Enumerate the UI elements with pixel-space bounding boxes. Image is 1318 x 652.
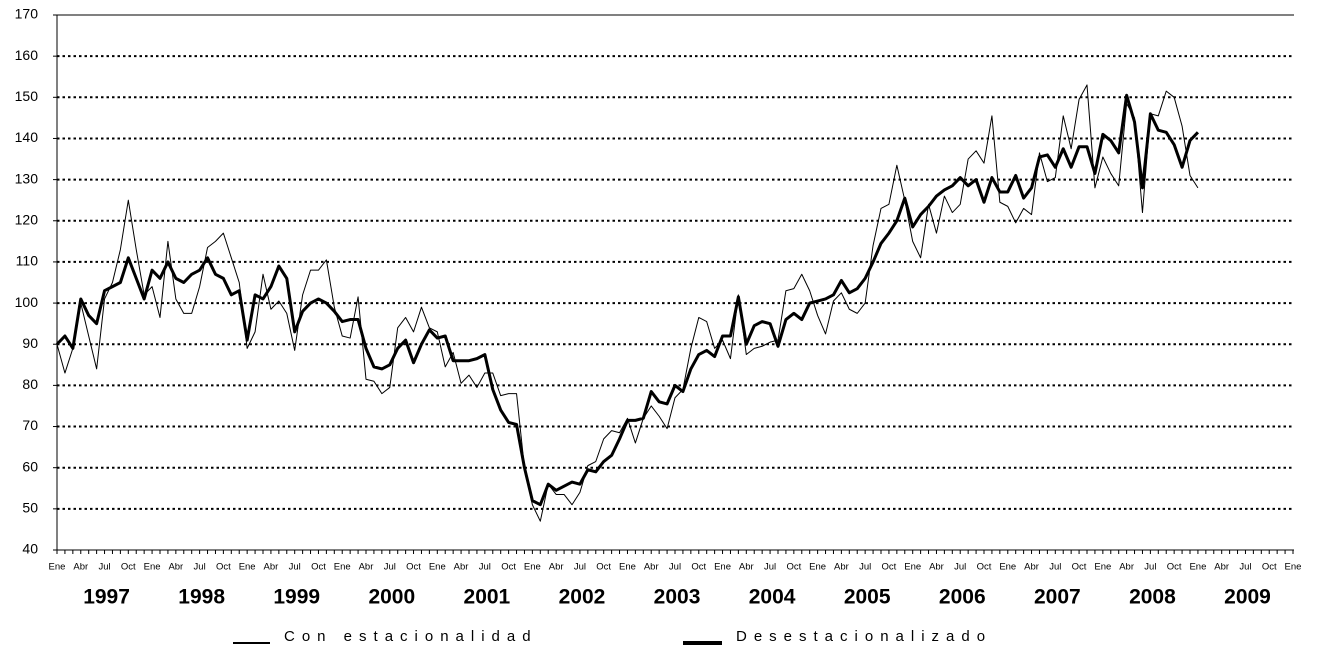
y-tick-label: 170 xyxy=(15,6,39,22)
x-tick-label: Abr xyxy=(73,562,88,573)
year-label: 2009 xyxy=(1224,586,1271,609)
legend: Con estacionalidad Desestacionalizado xyxy=(233,628,992,645)
x-tick-label: Jul xyxy=(1049,562,1061,573)
y-tick-label: 120 xyxy=(15,211,39,227)
x-tick-label: Abr xyxy=(739,562,754,573)
x-tick-label: Jul xyxy=(1144,562,1156,573)
x-tick-label: Oct xyxy=(1167,562,1182,573)
x-tick-label: Oct xyxy=(1072,562,1087,573)
x-tick-label: Jul xyxy=(98,562,110,573)
x-tick-label: Abr xyxy=(1024,562,1039,573)
x-tick-label: Abr xyxy=(168,562,183,573)
y-tick-label: 110 xyxy=(16,253,39,269)
y-tick-label: 50 xyxy=(22,500,38,516)
x-tick-label: Ene xyxy=(809,562,826,573)
year-label: 2002 xyxy=(559,586,606,609)
x-tick-label: Ene xyxy=(714,562,731,573)
x-tick-label: Abr xyxy=(644,562,659,573)
y-tick-label: 130 xyxy=(15,170,39,186)
year-label: 2003 xyxy=(654,586,701,609)
x-tick-label: Jul xyxy=(669,562,681,573)
x-tick-label: Ene xyxy=(239,562,256,573)
x-tick-label: Abr xyxy=(359,562,374,573)
x-tick-label: Ene xyxy=(1094,562,1111,573)
x-tick-label: Jul xyxy=(574,562,586,573)
year-label: 1997 xyxy=(83,586,130,609)
x-tick-label: Ene xyxy=(1189,562,1206,573)
x-tick-label: Oct xyxy=(216,562,231,573)
year-label: 2004 xyxy=(749,586,796,609)
x-tick-label: Oct xyxy=(977,562,992,573)
x-tick-label: Abr xyxy=(834,562,849,573)
x-tick-label: Oct xyxy=(596,562,611,573)
x-tick-label: Ene xyxy=(999,562,1016,573)
y-tick-label: 60 xyxy=(22,458,38,474)
x-tick-label: Ene xyxy=(619,562,636,573)
x-tick-label: Oct xyxy=(882,562,897,573)
x-tick-label: Ene xyxy=(334,562,351,573)
x-tick-label: Ene xyxy=(144,562,161,573)
x-tick-label: Abr xyxy=(264,562,279,573)
x-tick-label: Ene xyxy=(429,562,446,573)
series-line xyxy=(56,84,1199,522)
year-label: 2001 xyxy=(464,586,511,609)
y-tick-label: 80 xyxy=(22,376,38,392)
x-tick-label: Oct xyxy=(786,562,801,573)
y-tick-label: 70 xyxy=(22,417,38,433)
x-tick-label: Jul xyxy=(1239,562,1251,573)
year-label: 2007 xyxy=(1034,586,1081,609)
series-line xyxy=(55,93,1200,507)
y-tick-label: 140 xyxy=(15,129,39,145)
x-tick-label: Abr xyxy=(1214,562,1229,573)
x-tick-label: Abr xyxy=(549,562,564,573)
x-tick-label: Ene xyxy=(49,562,66,573)
y-tick-label: 90 xyxy=(22,335,38,351)
year-label: 2000 xyxy=(368,586,415,609)
year-label: 2005 xyxy=(844,586,891,609)
x-tick-label: Oct xyxy=(311,562,326,573)
year-label: 2008 xyxy=(1129,586,1176,609)
y-tick-label: 150 xyxy=(15,88,39,104)
x-tick-label: Oct xyxy=(406,562,421,573)
x-tick-label: Oct xyxy=(691,562,706,573)
x-tick-label: Abr xyxy=(929,562,944,573)
x-tick-label: Oct xyxy=(1262,562,1277,573)
y-tick-label: 40 xyxy=(22,541,38,557)
y-tick-label: 100 xyxy=(15,294,39,310)
x-tick-label: Jul xyxy=(289,562,301,573)
year-label: 2006 xyxy=(939,586,986,609)
x-tick-label: Jul xyxy=(194,562,206,573)
x-tick-label: Ene xyxy=(904,562,921,573)
y-tick-label: 160 xyxy=(15,47,39,63)
year-label: 1998 xyxy=(178,586,225,609)
x-tick-label: Jul xyxy=(954,562,966,573)
x-tick-label: Jul xyxy=(764,562,776,573)
x-tick-label: Oct xyxy=(121,562,136,573)
x-tick-label: Abr xyxy=(1119,562,1134,573)
x-tick-label: Jul xyxy=(859,562,871,573)
x-tick-label: Jul xyxy=(479,562,491,573)
x-tick-label: Oct xyxy=(501,562,516,573)
x-tick-label: Ene xyxy=(1285,562,1302,573)
legend-label: Desestacionalizado xyxy=(736,628,992,645)
x-tick-label: Jul xyxy=(384,562,396,573)
x-tick-label: Abr xyxy=(454,562,469,573)
year-label: 1999 xyxy=(273,586,320,609)
legend-label: Con estacionalidad xyxy=(284,628,538,645)
x-tick-label: Ene xyxy=(524,562,541,573)
